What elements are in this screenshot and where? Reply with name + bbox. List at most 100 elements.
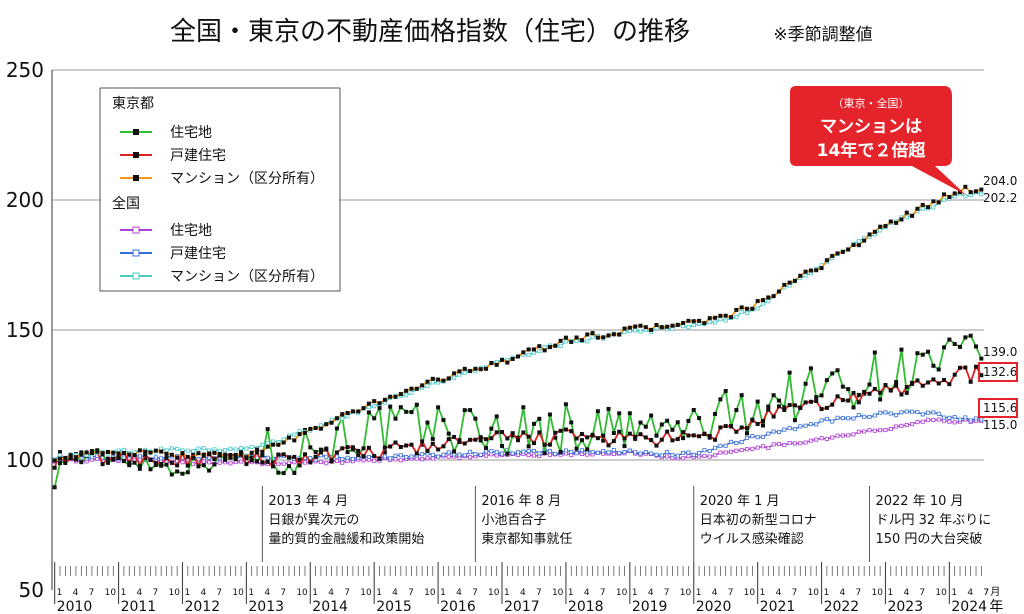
data-point: [521, 350, 526, 355]
data-point: [766, 446, 771, 451]
data-point: [835, 433, 840, 438]
data-point: [404, 409, 409, 414]
data-point: [697, 318, 702, 323]
data-point: [750, 417, 755, 422]
month-tick-label: 4: [520, 588, 526, 598]
data-point: [372, 453, 377, 458]
data-point: [654, 452, 659, 457]
annotation-text: ドル円 32 年ぶりに: [875, 513, 991, 528]
data-point: [942, 192, 947, 197]
data-point: [611, 332, 616, 337]
data-point: [361, 454, 366, 459]
data-point: [920, 206, 925, 211]
legend-group-title: 東京都: [112, 96, 154, 112]
data-point: [872, 413, 877, 418]
data-point: [883, 410, 888, 415]
data-point: [878, 428, 883, 433]
data-point: [760, 419, 765, 424]
month-tick-label: 4: [264, 588, 270, 598]
data-point: [356, 453, 361, 458]
data-point: [137, 457, 142, 462]
data-point: [302, 430, 307, 435]
data-point: [707, 454, 712, 459]
data-point: [494, 450, 499, 455]
data-point: [670, 427, 675, 432]
data-point: [579, 448, 584, 453]
data-point: [52, 458, 57, 463]
data-point: [713, 453, 718, 458]
data-point: [531, 448, 536, 453]
data-point: [265, 455, 270, 460]
data-point: [276, 442, 281, 447]
data-point: [164, 456, 169, 461]
data-point: [382, 445, 387, 450]
data-point: [239, 446, 244, 451]
data-point: [707, 449, 712, 454]
data-point: [148, 467, 153, 472]
data-point: [595, 409, 600, 414]
data-point: [489, 449, 494, 454]
data-point: [313, 454, 318, 459]
data-point: [537, 344, 542, 349]
month-tick-label: 1: [632, 588, 638, 598]
data-point: [510, 356, 515, 361]
data-point: [942, 345, 947, 350]
data-point: [148, 450, 153, 455]
data-point: [489, 452, 494, 457]
data-point: [846, 387, 851, 392]
month-tick-label: 1: [760, 588, 766, 598]
data-point: [819, 418, 824, 423]
data-point: [760, 298, 765, 303]
data-point: [121, 459, 126, 464]
data-point: [718, 313, 723, 318]
data-point: [851, 432, 856, 437]
data-point: [585, 332, 590, 337]
data-point: [574, 339, 579, 344]
data-point: [393, 453, 398, 458]
data-point: [260, 460, 265, 465]
month-tick-label: 10: [105, 588, 117, 598]
data-point: [947, 382, 952, 387]
data-point: [105, 460, 110, 465]
data-point: [137, 448, 142, 453]
year-label: 2023: [887, 599, 923, 614]
month-tick-label: 7: [280, 588, 286, 598]
data-point: [484, 366, 489, 371]
data-point: [723, 424, 728, 429]
data-point: [366, 401, 371, 406]
data-point: [936, 411, 941, 416]
data-point: [366, 454, 371, 459]
data-point: [776, 430, 781, 435]
data-point: [308, 426, 313, 431]
data-point: [185, 463, 190, 468]
data-point: [840, 433, 845, 438]
data-point: [531, 441, 536, 446]
data-point: [313, 450, 318, 455]
data-point: [393, 440, 398, 445]
data-point: [910, 381, 915, 386]
data-point: [782, 407, 787, 412]
data-point: [931, 363, 936, 368]
month-tick-label: 1: [184, 588, 190, 598]
data-point: [633, 328, 638, 333]
data-point: [409, 410, 414, 415]
year-label: 2024: [951, 599, 987, 614]
data-point: [292, 460, 297, 465]
data-point: [787, 426, 792, 431]
data-point: [681, 324, 686, 329]
data-point: [302, 452, 307, 457]
data-point: [255, 455, 260, 460]
data-point: [601, 438, 606, 443]
data-point: [856, 239, 861, 244]
data-point: [414, 456, 419, 461]
data-point: [856, 413, 861, 418]
year-label: 2021: [760, 599, 796, 614]
data-point: [500, 357, 505, 362]
data-point: [595, 450, 600, 455]
data-point: [665, 418, 670, 423]
data-point: [217, 460, 222, 465]
legend-marker: [133, 175, 139, 181]
month-tick-label: 7: [664, 588, 670, 598]
data-point: [52, 465, 57, 470]
legend-marker: [133, 152, 139, 158]
